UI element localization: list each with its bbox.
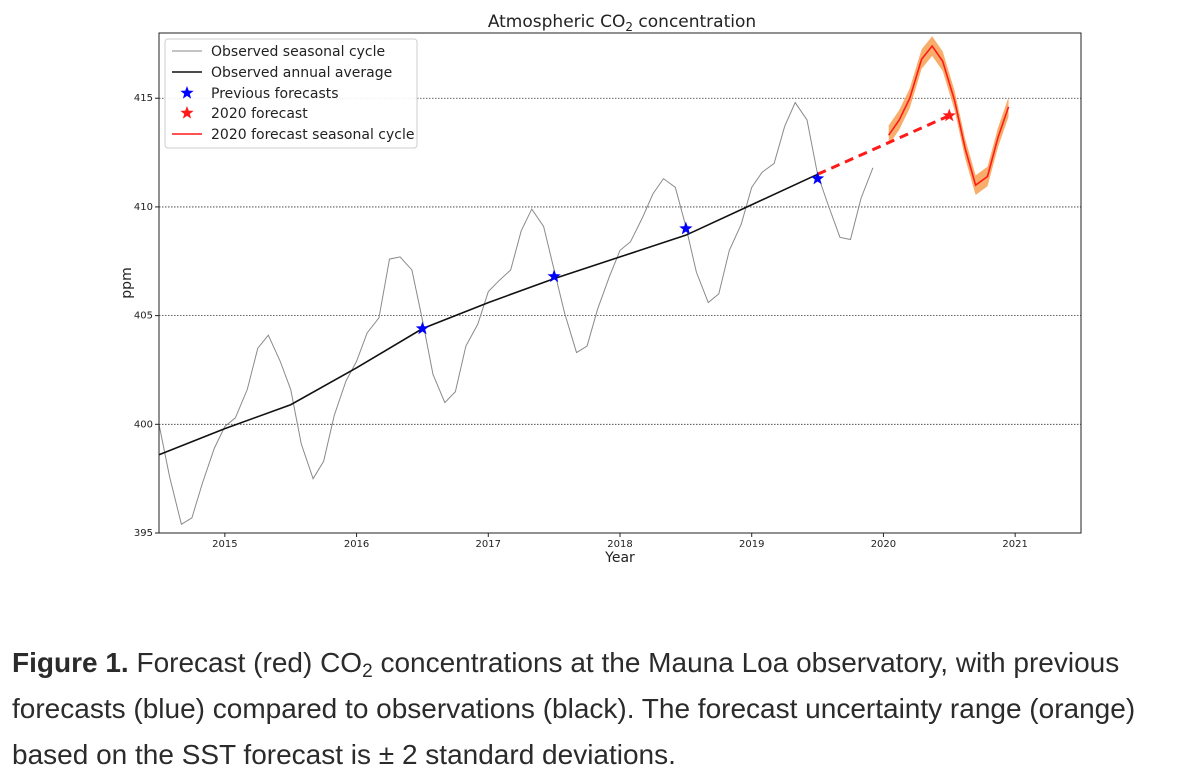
- data-markers: [415, 108, 956, 335]
- y-tick-label-405: 405: [134, 311, 153, 322]
- x-tick-label-2019: 2019: [739, 539, 764, 550]
- chart-title-rest: concentration: [633, 12, 756, 32]
- previous-forecast-star: [547, 269, 561, 283]
- y-tick-label-400: 400: [134, 419, 153, 430]
- y-tick-label-415: 415: [134, 93, 153, 104]
- legend-label-forecast-seasonal: 2020 forecast seasonal cycle: [211, 127, 414, 143]
- legend-label-annual: Observed annual average: [211, 65, 392, 81]
- legend-label-forecast: 2020 forecast: [211, 106, 308, 122]
- observed-annual-line: [158, 173, 818, 456]
- x-tick-label-2015: 2015: [212, 539, 237, 550]
- y-axis-label: ppm: [119, 267, 135, 298]
- previous-forecast-star: [415, 321, 430, 335]
- y-tick-label-395: 395: [134, 528, 153, 539]
- legend-swatch-previous: [180, 86, 194, 99]
- chart-title: Atmospheric CO2 concentration: [488, 12, 756, 34]
- caption-text-before: Forecast (red) CO: [128, 647, 363, 678]
- x-axis-label: Year: [604, 550, 635, 566]
- data-lines: [158, 44, 1010, 526]
- x-tick-label-2017: 2017: [476, 539, 501, 550]
- forecast-seasonal-line: [888, 44, 1010, 187]
- y-tick-label-410: 410: [134, 202, 153, 213]
- legend-swatch-forecast: [180, 106, 194, 119]
- previous-forecast-star: [810, 171, 825, 185]
- x-tick-label-2018: 2018: [607, 539, 632, 550]
- chart-title-subscript: 2: [625, 20, 633, 34]
- legend-box: [164, 38, 418, 149]
- forecast-band-area: [888, 36, 1009, 195]
- x-tick-label-2021: 2021: [1002, 539, 1027, 550]
- observed-seasonal-line: [158, 101, 874, 526]
- co2-chart: Atmospheric CO2 concentration 2015 2016 20…: [119, 12, 1082, 566]
- axis-ticks: 2015 2016 2017 2018 2019 2020 2021 395 400 405 410…: [134, 93, 1028, 550]
- legend-label-seasonal: Observed seasonal cycle: [211, 44, 385, 60]
- forecast-trend-line: [816, 114, 950, 176]
- legend: Observed seasonal cycle Observed annual …: [164, 38, 418, 149]
- caption-label: Figure 1.: [12, 647, 129, 678]
- caption-subscript: 2: [362, 661, 373, 682]
- x-tick-label-2016: 2016: [344, 539, 369, 550]
- x-tick-label-2020: 2020: [871, 539, 896, 550]
- legend-label-previous: Previous forecasts: [211, 86, 339, 102]
- previous-forecast-star: [679, 221, 693, 235]
- caption-text-after: concentrations at the Mauna Loa observat…: [12, 647, 1136, 770]
- forecast-2020-star: [942, 108, 956, 122]
- figure-caption: Figure 1. Forecast (red) CO2 concentrati…: [12, 640, 1192, 778]
- forecast-uncertainty-band: [888, 36, 1009, 195]
